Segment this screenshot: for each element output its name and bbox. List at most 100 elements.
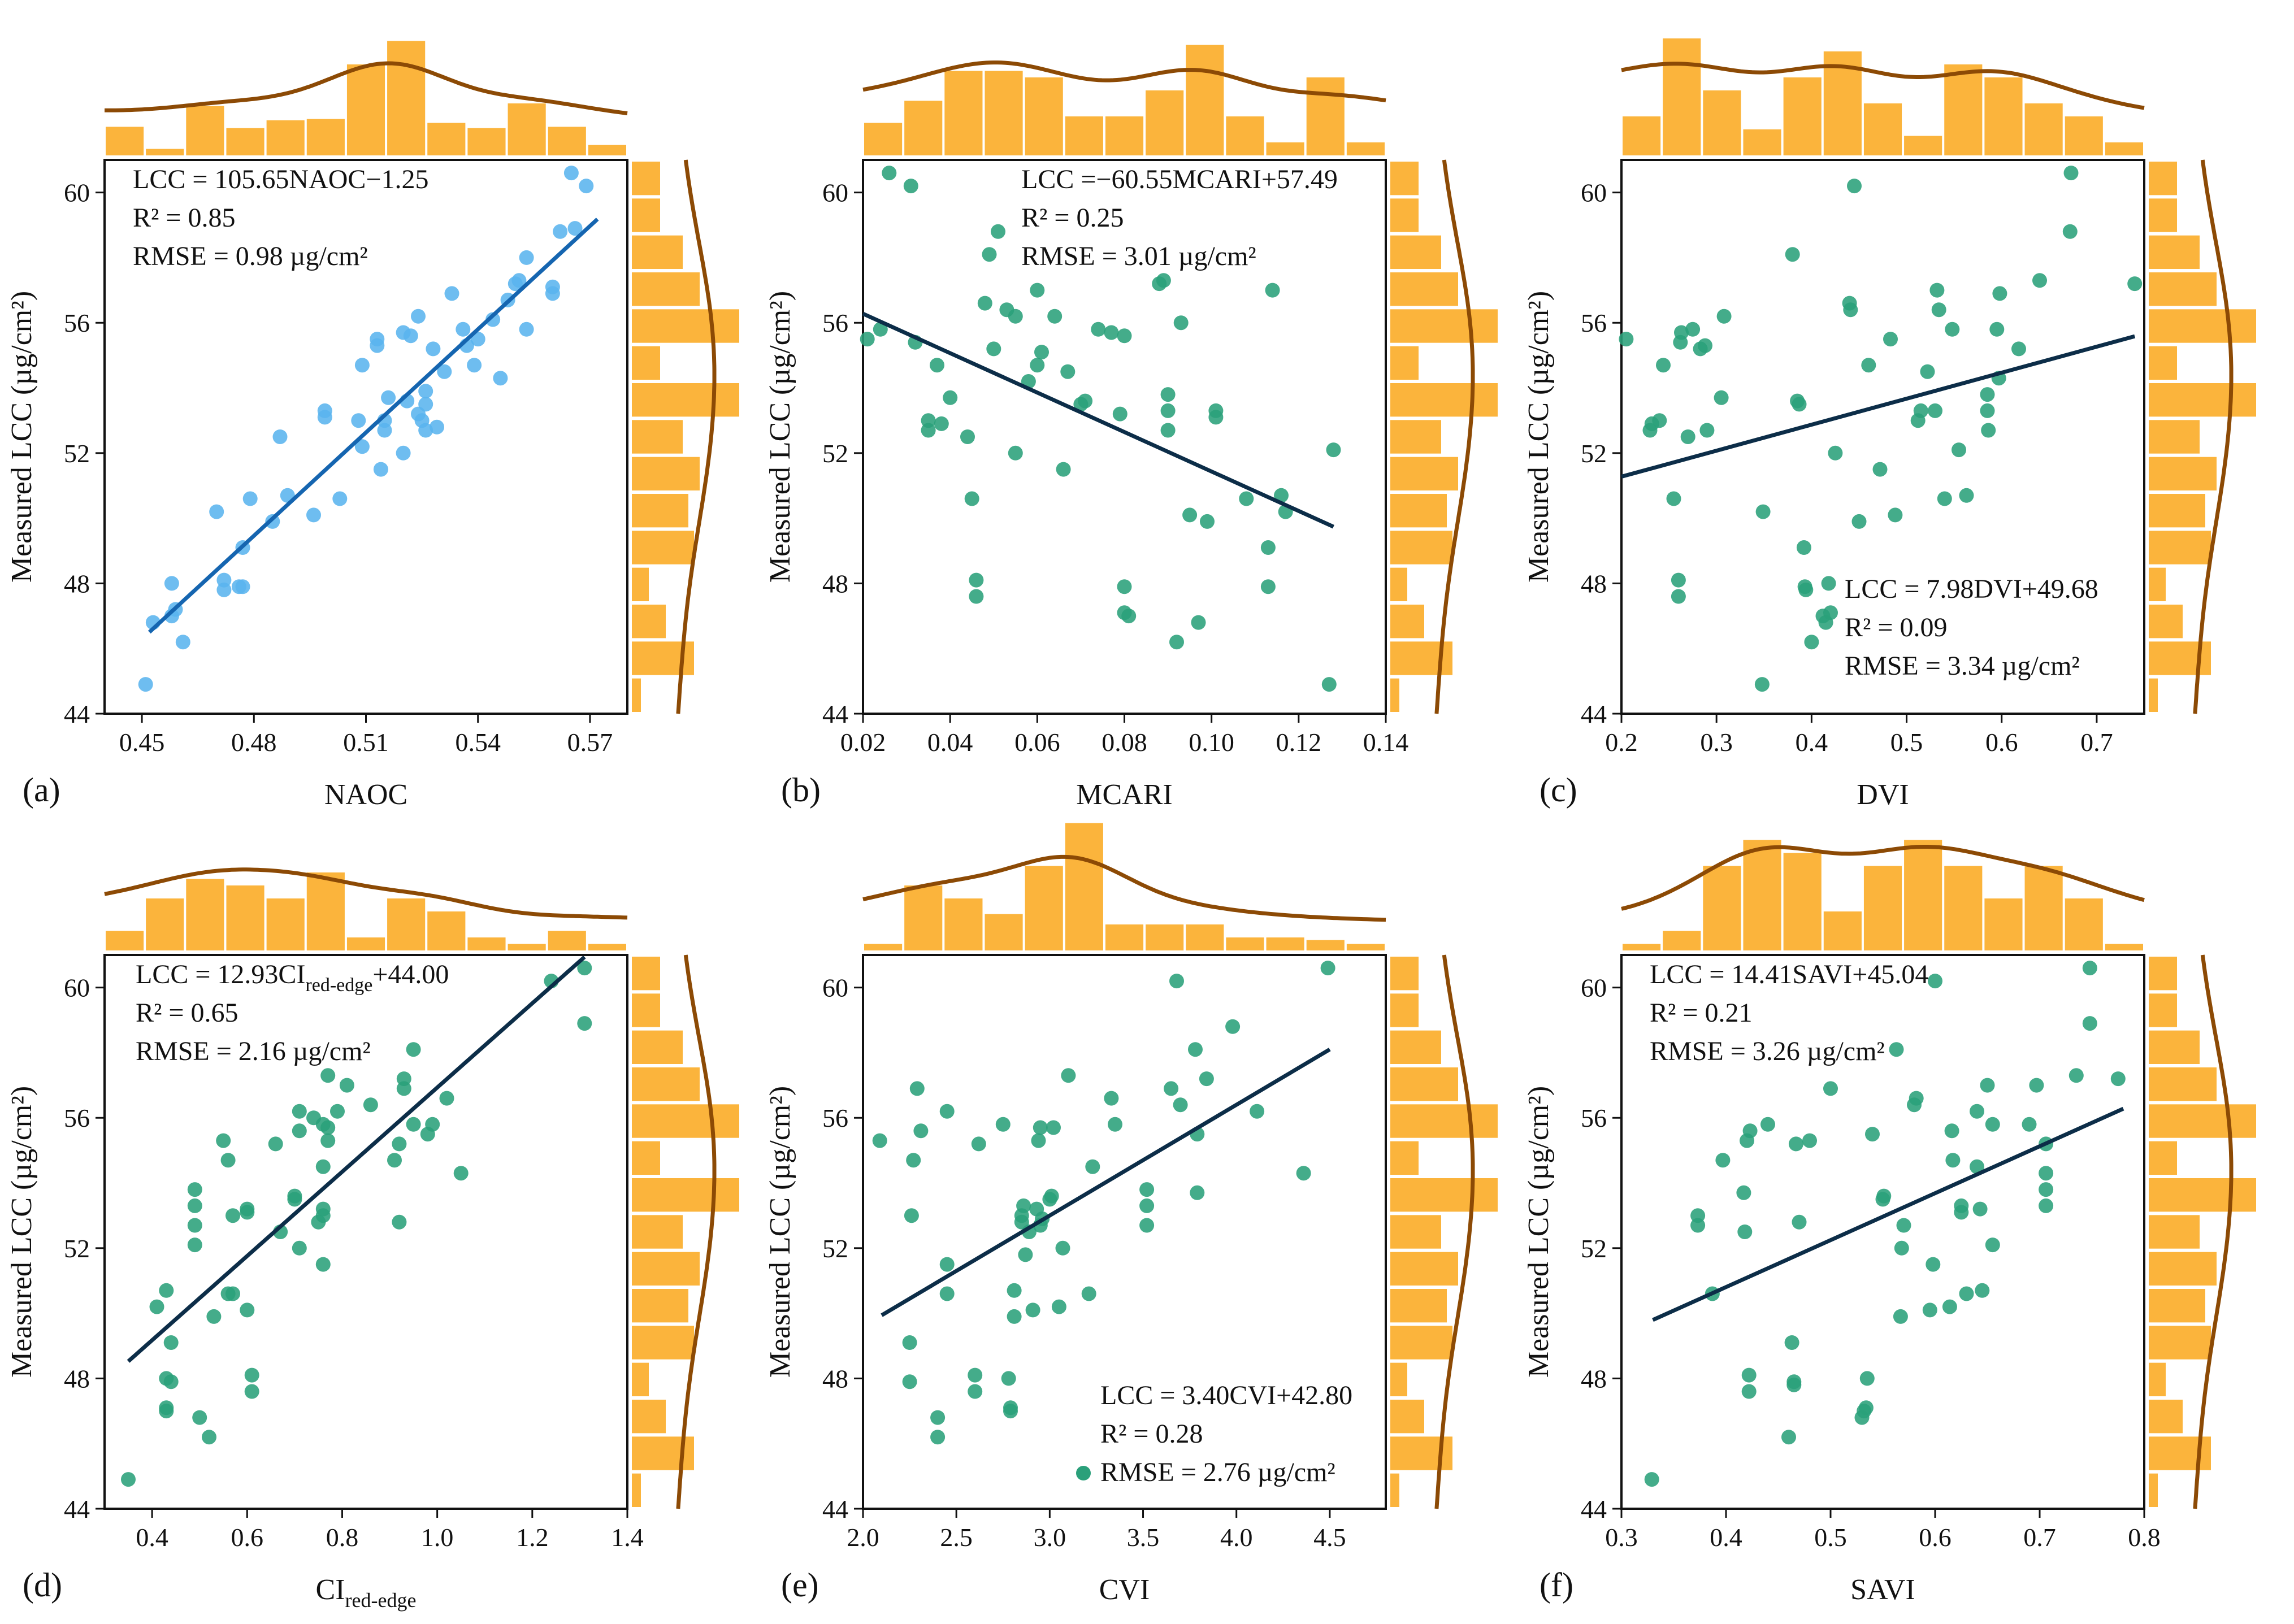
data-point (456, 322, 471, 337)
panel-letter: (d) (23, 1566, 62, 1604)
y-hist-bar (2149, 235, 2200, 269)
x-hist-bar (266, 898, 305, 950)
x-hist-bar (1944, 866, 1983, 950)
y-hist-bar (632, 457, 700, 490)
equation-main: LCC =−60.55MCARI+57.49 (1021, 164, 1338, 194)
data-point (1883, 332, 1898, 347)
data-point (1160, 403, 1176, 418)
data-point (138, 677, 153, 692)
x-hist-bar (1783, 853, 1822, 950)
y-hist-bar (1390, 494, 1447, 528)
y-hist-bar (1390, 309, 1498, 343)
x-hist-bar (1783, 77, 1822, 155)
data-point (1909, 1091, 1924, 1106)
data-point (1796, 540, 1811, 555)
data-point (1690, 1218, 1706, 1233)
data-point (577, 961, 592, 976)
data-point (579, 179, 594, 194)
y-hist-bar (1390, 993, 1419, 1027)
data-point (1823, 605, 1838, 620)
subplot-b: 0.02 0.04 0.06 0.08 0.10 0.12 0.14 44 48 52 56 60 Me… (764, 45, 1498, 811)
y-hist-bar (632, 567, 649, 601)
data-point (1656, 358, 1671, 373)
data-point (1260, 579, 1276, 594)
y-hist-bar (1390, 678, 1399, 712)
plot-frame (103, 954, 628, 1510)
y-tick-label: 56 (1581, 309, 1607, 337)
panel-letter: (f) (1540, 1566, 1573, 1604)
y-tick-label: 48 (1581, 569, 1607, 598)
data-point (930, 1410, 946, 1425)
data-point (1920, 364, 1935, 379)
data-point (187, 1182, 202, 1197)
x-hist-bar (1266, 142, 1304, 155)
data-point (317, 403, 332, 418)
data-point (320, 1133, 336, 1148)
y-hist-bar (632, 1178, 739, 1212)
data-point (315, 1257, 331, 1272)
data-point (2032, 273, 2047, 288)
y-tick-label: 48 (822, 1364, 848, 1393)
x-hist-bar (1105, 116, 1144, 155)
data-point (1644, 1472, 1659, 1487)
x-tick-label: 0.08 (1102, 728, 1147, 757)
data-point (934, 416, 949, 431)
equation-suffix: +44.00 (372, 959, 449, 989)
x-hist-bar (1266, 937, 1304, 950)
y-hist-bar (632, 1252, 700, 1286)
x-hist-bar (1703, 866, 1741, 950)
rmse-label: RMSE = 2.76 µg/cm² (1100, 1457, 1335, 1487)
data-point (1061, 1068, 1076, 1083)
y-tick-label: 60 (64, 179, 90, 207)
data-point (1208, 410, 1224, 425)
subplot-e: 2.0 2.5 3.0 3.5 4.0 4.5 44 48 52 56 60 Measured LCC… (764, 823, 1498, 1606)
x-hist-bar (1025, 866, 1063, 950)
data-point (1685, 322, 1701, 337)
x-tick-label: 0.3 (1700, 728, 1733, 757)
y-tick-label: 52 (822, 1234, 848, 1263)
data-point (1928, 403, 1942, 418)
y-tick-label: 52 (64, 439, 90, 468)
x-hist-bar (1105, 924, 1144, 950)
plot-frame (1620, 159, 2145, 715)
y-tick-label: 56 (1581, 1104, 1607, 1132)
data-point (387, 1153, 402, 1168)
y-tick-label: 52 (1581, 1234, 1607, 1263)
data-point (315, 1159, 331, 1174)
data-point (1652, 413, 1667, 428)
x-hist-bar (1944, 64, 1983, 155)
data-point (1081, 1286, 1096, 1301)
y-hist-bar (1390, 1473, 1399, 1507)
y-hist-bar (632, 162, 660, 196)
data-point (519, 250, 534, 265)
x-hist-bar (864, 944, 903, 950)
data-point (149, 1299, 164, 1314)
rmse-label: RMSE = 3.26 µg/cm² (1650, 1036, 1885, 1066)
y-hist-bar (2149, 457, 2217, 490)
y-hist-bar (2149, 1326, 2211, 1360)
x-hist-bar (588, 944, 626, 950)
rmse-label: RMSE = 2.16 µg/cm² (136, 1036, 371, 1066)
x-tick-label: 0.4 (1710, 1523, 1742, 1552)
x-axis-title-main: SAVI (1850, 1574, 1915, 1606)
data-point (159, 1283, 174, 1298)
data-point (1851, 514, 1867, 529)
subplot-f: 0.3 0.4 0.5 0.6 0.7 0.8 44 48 52 56 60 Measured LCC… (1523, 840, 2256, 1606)
x-hist-bar (1984, 77, 2023, 155)
panel-letter: (b) (781, 771, 821, 809)
data-point (206, 1309, 222, 1324)
data-point (1896, 1218, 1911, 1233)
data-point (1876, 1188, 1892, 1204)
y-hist-bar (632, 235, 683, 269)
data-point (1784, 1335, 1799, 1350)
data-point (1989, 322, 2005, 337)
data-point (1980, 387, 1995, 402)
data-point (1619, 332, 1634, 347)
y-kde-curve (676, 159, 717, 714)
data-point (904, 1208, 919, 1223)
data-point (1008, 445, 1023, 461)
x-hist-bar (226, 128, 264, 155)
y-hist-bar (2149, 420, 2200, 454)
data-point (1033, 1120, 1048, 1135)
data-point (968, 1384, 983, 1399)
